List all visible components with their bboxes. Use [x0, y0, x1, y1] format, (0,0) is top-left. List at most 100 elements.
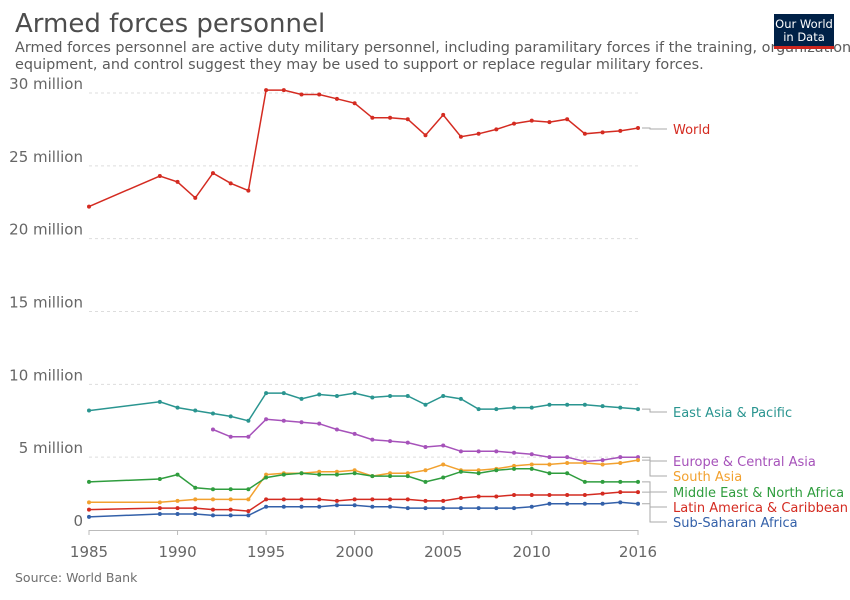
data-point-middle-east-and-north-africa[interactable]	[246, 487, 251, 492]
data-point-middle-east-and-north-africa[interactable]	[494, 468, 499, 473]
data-point-latin-america-and-caribbean[interactable]	[264, 497, 269, 502]
data-point-sub-saharan-africa[interactable]	[529, 504, 534, 509]
data-point-latin-america-and-caribbean[interactable]	[334, 498, 339, 503]
data-point-latin-america-and-caribbean[interactable]	[317, 497, 322, 502]
data-point-latin-america-and-caribbean[interactable]	[405, 497, 410, 502]
data-point-south-asia[interactable]	[228, 497, 233, 502]
data-point-south-asia[interactable]	[547, 462, 552, 467]
data-point-latin-america-and-caribbean[interactable]	[600, 491, 605, 496]
data-point-sub-saharan-africa[interactable]	[193, 511, 198, 516]
data-point-east-asia-and-pacific[interactable]	[600, 404, 605, 409]
data-point-south-asia[interactable]	[423, 468, 428, 473]
data-point-south-asia[interactable]	[264, 472, 269, 477]
data-point-east-asia-and-pacific[interactable]	[281, 391, 286, 396]
data-point-europe-and-central-asia[interactable]	[281, 418, 286, 423]
data-point-world[interactable]	[458, 134, 463, 139]
data-point-middle-east-and-north-africa[interactable]	[423, 479, 428, 484]
our-world-in-data-logo[interactable]: Our World in Data	[774, 14, 834, 49]
data-point-europe-and-central-asia[interactable]	[388, 439, 393, 444]
data-point-south-asia[interactable]	[582, 460, 587, 465]
data-point-europe-and-central-asia[interactable]	[228, 434, 233, 439]
data-point-south-asia[interactable]	[618, 460, 623, 465]
data-point-sub-saharan-africa[interactable]	[210, 513, 215, 518]
data-point-world[interactable]	[405, 117, 410, 122]
data-point-latin-america-and-caribbean[interactable]	[476, 494, 481, 499]
data-point-sub-saharan-africa[interactable]	[352, 503, 357, 508]
data-point-latin-america-and-caribbean[interactable]	[565, 493, 570, 498]
data-point-sub-saharan-africa[interactable]	[317, 504, 322, 509]
data-point-middle-east-and-north-africa[interactable]	[370, 474, 375, 479]
data-point-east-asia-and-pacific[interactable]	[370, 395, 375, 400]
data-point-middle-east-and-north-africa[interactable]	[618, 479, 623, 484]
data-point-sub-saharan-africa[interactable]	[441, 506, 446, 511]
data-point-middle-east-and-north-africa[interactable]	[636, 479, 640, 484]
series-label-east-asia-and-pacific[interactable]: East Asia & Pacific	[673, 406, 792, 421]
data-point-world[interactable]	[299, 92, 304, 97]
data-point-east-asia-and-pacific[interactable]	[388, 393, 393, 398]
data-point-latin-america-and-caribbean[interactable]	[87, 507, 91, 512]
data-point-world[interactable]	[547, 120, 552, 125]
data-point-middle-east-and-north-africa[interactable]	[600, 479, 605, 484]
data-point-sub-saharan-africa[interactable]	[157, 511, 162, 516]
data-point-east-asia-and-pacific[interactable]	[246, 418, 251, 423]
series-label-europe-and-central-asia[interactable]: Europe & Central Asia	[673, 455, 816, 470]
data-point-middle-east-and-north-africa[interactable]	[157, 477, 162, 482]
data-point-east-asia-and-pacific[interactable]	[476, 407, 481, 412]
data-point-europe-and-central-asia[interactable]	[352, 431, 357, 436]
data-point-middle-east-and-north-africa[interactable]	[565, 471, 570, 476]
data-point-world[interactable]	[441, 112, 446, 117]
data-point-europe-and-central-asia[interactable]	[370, 437, 375, 442]
series-label-middle-east-and-north-africa[interactable]: Middle East & North Africa	[673, 486, 844, 501]
data-point-middle-east-and-north-africa[interactable]	[317, 472, 322, 477]
data-point-middle-east-and-north-africa[interactable]	[87, 479, 91, 484]
data-point-middle-east-and-north-africa[interactable]	[175, 472, 180, 477]
data-point-latin-america-and-caribbean[interactable]	[370, 497, 375, 502]
data-point-europe-and-central-asia[interactable]	[600, 458, 605, 463]
data-point-east-asia-and-pacific[interactable]	[582, 402, 587, 407]
data-point-world[interactable]	[529, 118, 534, 123]
data-point-latin-america-and-caribbean[interactable]	[175, 506, 180, 511]
data-point-sub-saharan-africa[interactable]	[281, 504, 286, 509]
data-point-sub-saharan-africa[interactable]	[246, 513, 251, 518]
data-point-east-asia-and-pacific[interactable]	[512, 405, 517, 410]
data-point-south-asia[interactable]	[476, 468, 481, 473]
data-point-world[interactable]	[618, 128, 623, 133]
data-point-sub-saharan-africa[interactable]	[87, 514, 91, 519]
data-point-world[interactable]	[636, 125, 640, 130]
data-point-europe-and-central-asia[interactable]	[317, 421, 322, 426]
data-point-sub-saharan-africa[interactable]	[423, 506, 428, 511]
data-point-east-asia-and-pacific[interactable]	[210, 411, 215, 416]
data-point-east-asia-and-pacific[interactable]	[157, 399, 162, 404]
data-point-east-asia-and-pacific[interactable]	[618, 405, 623, 410]
series-label-latin-america-and-caribbean[interactable]: Latin America & Caribbean	[673, 501, 848, 516]
data-point-east-asia-and-pacific[interactable]	[423, 402, 428, 407]
data-point-europe-and-central-asia[interactable]	[618, 455, 623, 460]
data-point-south-asia[interactable]	[317, 469, 322, 474]
data-point-east-asia-and-pacific[interactable]	[175, 405, 180, 410]
data-point-east-asia-and-pacific[interactable]	[405, 393, 410, 398]
data-point-middle-east-and-north-africa[interactable]	[512, 466, 517, 471]
data-point-sub-saharan-africa[interactable]	[228, 513, 233, 518]
data-point-europe-and-central-asia[interactable]	[299, 420, 304, 425]
data-point-south-asia[interactable]	[87, 500, 91, 505]
data-point-world[interactable]	[600, 130, 605, 135]
data-point-latin-america-and-caribbean[interactable]	[352, 497, 357, 502]
data-point-sub-saharan-africa[interactable]	[512, 506, 517, 511]
data-point-east-asia-and-pacific[interactable]	[87, 408, 91, 413]
data-point-latin-america-and-caribbean[interactable]	[547, 493, 552, 498]
data-point-sub-saharan-africa[interactable]	[494, 506, 499, 511]
data-point-middle-east-and-north-africa[interactable]	[441, 475, 446, 480]
data-point-middle-east-and-north-africa[interactable]	[264, 475, 269, 480]
data-point-world[interactable]	[565, 117, 570, 122]
data-point-sub-saharan-africa[interactable]	[175, 511, 180, 516]
data-point-europe-and-central-asia[interactable]	[529, 452, 534, 457]
data-point-world[interactable]	[423, 133, 428, 138]
data-point-east-asia-and-pacific[interactable]	[494, 407, 499, 412]
data-point-world[interactable]	[334, 96, 339, 101]
data-point-world[interactable]	[228, 181, 233, 186]
data-point-east-asia-and-pacific[interactable]	[264, 391, 269, 396]
data-point-middle-east-and-north-africa[interactable]	[547, 471, 552, 476]
data-point-east-asia-and-pacific[interactable]	[228, 414, 233, 419]
data-point-latin-america-and-caribbean[interactable]	[582, 493, 587, 498]
data-point-world[interactable]	[157, 174, 162, 179]
